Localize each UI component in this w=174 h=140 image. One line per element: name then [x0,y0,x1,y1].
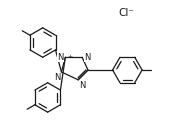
Text: N: N [57,53,63,62]
Text: N: N [84,53,90,62]
Text: +: + [67,54,73,59]
Text: N: N [54,73,60,82]
Text: Cl⁻: Cl⁻ [118,8,134,18]
Text: N: N [79,81,85,90]
